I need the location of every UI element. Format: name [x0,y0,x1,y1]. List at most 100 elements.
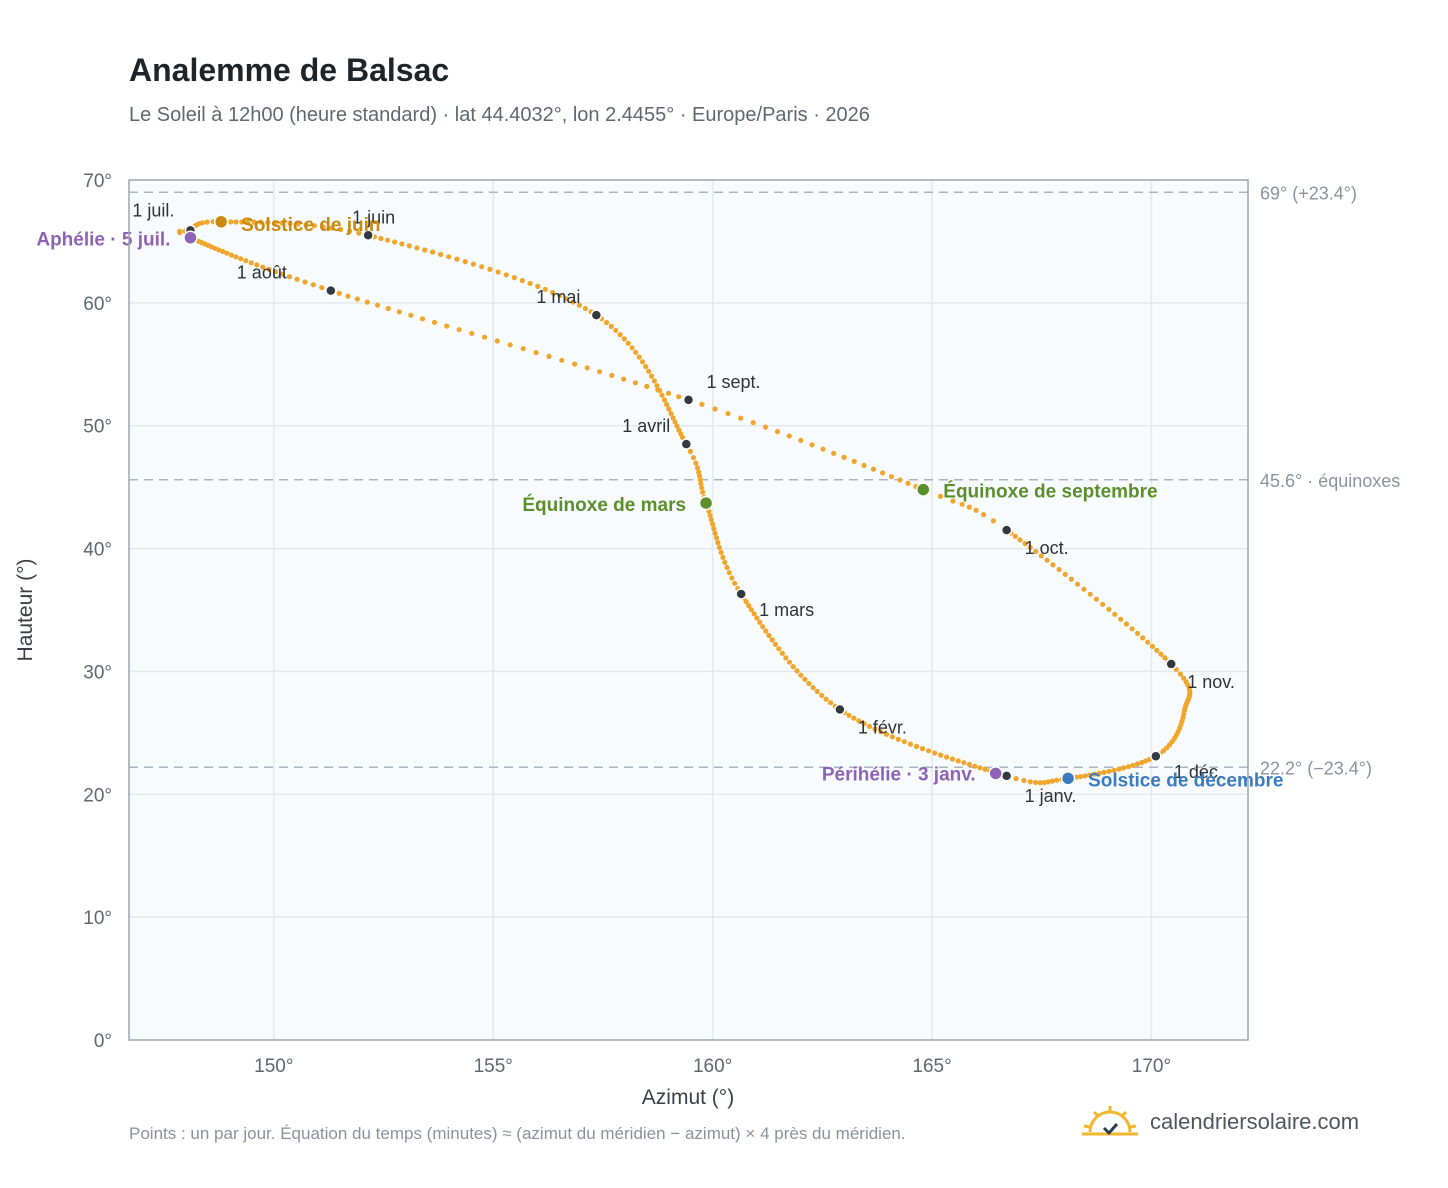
daily-sun-point [542,286,548,292]
daily-sun-point [239,219,245,225]
daily-sun-point [670,415,676,421]
daily-sun-point [1056,566,1062,573]
daily-sun-point [336,290,342,296]
month-label: 1 nov. [1187,672,1235,692]
daily-sun-point [720,554,726,561]
daily-sun-point [690,455,697,461]
daily-sun-point [503,272,509,278]
daily-sun-point [613,327,619,333]
daily-sun-point [302,279,308,285]
daily-sun-point [950,498,956,504]
daily-sun-point [654,383,660,389]
daily-sun-point [763,628,769,634]
brand[interactable]: calendriersolaire.com [1082,1104,1359,1140]
daily-sun-point [823,696,829,702]
daily-sun-point [272,269,279,275]
daily-sun-point [1033,779,1039,786]
daily-sun-point [399,241,405,247]
daily-sun-point [563,296,570,302]
daily-sun-point [570,299,576,305]
daily-sun-point [783,655,789,661]
month-marker [362,229,374,242]
daily-sun-point [710,521,716,527]
daily-sun-point [462,259,468,265]
daily-sun-point [1082,773,1088,779]
daily-sun-point [828,700,834,706]
month-label: 1 mars [759,600,814,620]
month-marker [834,703,846,716]
daily-sun-point [751,611,757,617]
grid-lines [129,180,1248,1040]
y-tick-label: 70° [83,171,112,192]
daily-sun-point [446,254,452,260]
daily-sun-point [254,262,260,268]
event-label: Solstice de décembre [1088,770,1283,791]
x-axis-title: Azimut (°) [642,1086,734,1109]
daily-sun-point [661,397,668,403]
daily-sun-point [938,752,944,758]
daily-sun-point [659,392,665,398]
reference-lines: 69° (+23.4°) 45.6° · équinoxes 22.2° (−23.… [129,183,1400,778]
daily-sun-point [1130,762,1136,768]
daily-sun-point [748,607,754,613]
daily-sun-point [779,650,785,656]
month-label: 1 juil. [132,200,174,220]
event-marker [916,482,931,497]
x-tick-label: 160° [693,1056,732,1077]
y-tick-label: 30° [83,662,112,683]
daily-sun-point [926,748,932,754]
daily-sun-point [419,316,426,322]
daily-sun-point [520,346,526,352]
daily-sun-point [866,723,873,730]
daily-sun-point [1154,647,1160,654]
daily-sun-point [220,248,226,255]
daily-sun-point [1044,557,1050,563]
daily-sun-point [810,685,816,691]
daily-sun-point [177,230,183,236]
daily-sun-point [766,632,772,639]
daily-sun-point [1045,779,1051,785]
daily-sun-point [311,223,317,229]
daily-sun-point [609,372,615,378]
daily-sun-point [487,266,493,272]
daily-sun-point [944,754,950,760]
page-subtitle: Le Soleil à 12h00 (heure standard) · lat… [129,104,870,126]
daily-sun-point [870,466,877,472]
daily-sun-point [655,387,661,393]
daily-sun-point [456,327,462,333]
axis-ticks: 150° 155° 160° 165° 170° 0° 10° 20° 30° 40° 50° 60°… [83,171,1171,1077]
daily-sun-point [414,245,420,251]
daily-sun-point [286,274,293,280]
daily-sun-point [666,406,672,412]
daily-sun-point [1158,651,1164,657]
daily-sun-point [1106,606,1112,612]
daily-sun-point [1162,655,1168,661]
daily-sun-point [546,353,552,359]
daily-sun-point [819,692,825,699]
daily-sun-point [920,746,926,752]
daily-sun-point [431,319,438,325]
daily-sun-point [1116,766,1122,772]
daily-sun-point [809,442,815,448]
daily-sun-point [479,264,485,270]
daily-sun-point [1093,596,1099,602]
daily-sun-point [754,615,760,621]
daily-sun-point [1021,777,1027,784]
daily-sun-point [715,540,721,546]
daily-sun-point [258,219,264,225]
daily-sun-point [1149,643,1155,650]
month-label: 1 déc. [1174,762,1223,782]
event-label: Aphélie · 5 juil. [36,230,170,251]
daily-sun-point [955,758,961,764]
daily-sun-point [1027,544,1033,551]
daily-sun-point [310,282,316,288]
y-tick-label: 40° [83,540,112,561]
daily-sun-point [750,420,756,426]
daily-sun-point [664,401,670,408]
daily-sun-point [676,394,682,400]
daily-sun-point [643,364,649,370]
daily-sun-point [550,289,556,296]
daily-sun-point [1037,780,1043,786]
daily-sun-point [1145,639,1151,645]
